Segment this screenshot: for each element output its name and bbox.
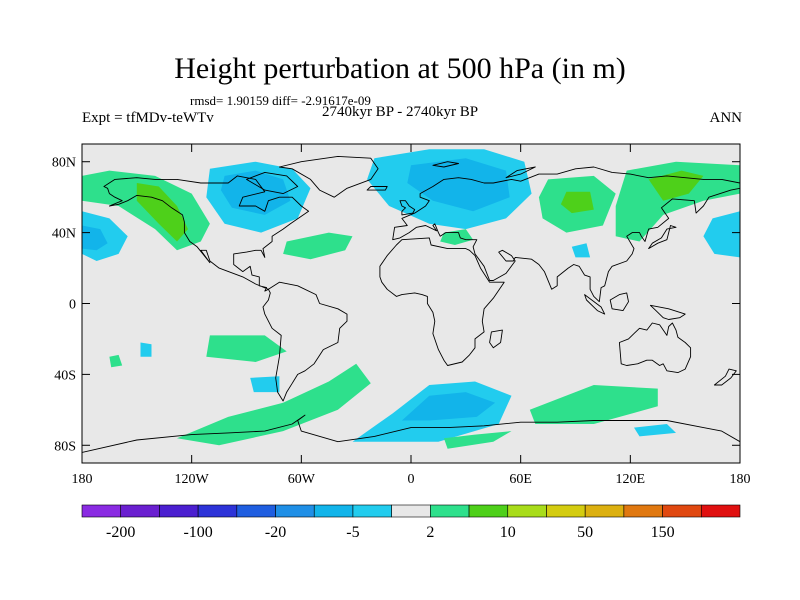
lon-tick-label: 60E	[509, 472, 532, 487]
colorbar: -200 -100 -20 -5 2 10 50 150	[81, 504, 741, 541]
anomaly-region-canada-negative-core	[220, 170, 291, 215]
colorbar-swatch	[623, 504, 663, 518]
coastline-uk	[399, 200, 416, 216]
anomaly-region-n-atlantic-positive	[283, 232, 353, 260]
coastline-baffin	[246, 171, 299, 195]
coastline-greenland	[278, 155, 379, 198]
anomaly-region-s-pacific-small-negative	[140, 342, 152, 357]
anomaly-region-alaska-positive-core	[136, 183, 188, 242]
colorbar-swatch	[313, 504, 354, 518]
lon-tick-label: 0	[408, 472, 415, 487]
anomaly-region-s-pacific-positive	[206, 335, 287, 362]
anomaly-region-ne-pacific-negative-core	[82, 225, 108, 251]
anomaly-region-med-positive	[440, 229, 474, 245]
lat-tick-label: 40N	[52, 227, 76, 242]
lon-tick-label: 120E	[616, 472, 646, 487]
anomaly-region-antarctic-positive	[443, 431, 512, 449]
stats-text: rmsd= 1.90159 diff= -2.91617e-09	[190, 93, 371, 108]
colorbar-label: -100	[183, 524, 212, 541]
colorbar-label: 2	[426, 524, 434, 541]
anomaly-region-s-indian-negative-core	[401, 392, 496, 421]
colorbar-swatch	[662, 504, 702, 518]
colorbar-swatch	[430, 504, 470, 518]
colorbar-swatch	[275, 504, 315, 518]
colorbar-swatch	[352, 504, 392, 518]
lat-tick-label: 80S	[54, 439, 76, 454]
anomaly-regions	[82, 149, 740, 449]
season-label: ANN	[709, 110, 743, 126]
coastline-japan	[648, 225, 677, 250]
colorbar-label: -5	[346, 524, 359, 541]
coastline-africa	[379, 237, 505, 366]
colorbar-swatch	[391, 504, 431, 518]
anomaly-region-s-america-negative	[250, 376, 280, 393]
colorbar-swatch	[700, 504, 741, 518]
coastline-madagascar	[489, 329, 503, 349]
experiment-label: Expt = tfMDv-teWTv	[82, 110, 214, 126]
colorbar-swatch	[468, 504, 509, 518]
lon-tick-label: 60W	[288, 472, 316, 487]
anomaly-region-eurasia-negative-core	[407, 158, 510, 212]
colorbar-swatch	[584, 504, 625, 518]
anomaly-region-tibet-negative	[571, 243, 591, 258]
coastline-iceland	[366, 186, 388, 191]
colorbar-label: -200	[106, 524, 135, 541]
colorbar-label: 10	[500, 524, 516, 541]
plot-title: Height perturbation at 500 hPa (in m)	[174, 52, 626, 85]
colorbar-label: 50	[577, 524, 593, 541]
anomaly-region-s-atlantic-positive	[177, 363, 371, 446]
lon-tick-label: 180	[730, 472, 751, 487]
coastline-eurasia	[392, 166, 740, 303]
map-axes: 80N 40N 0 40S 80S 180 120W 60W 0 60E 120E 180	[52, 144, 751, 487]
coastline-borneo	[609, 292, 629, 312]
period-label: 2740kyr BP - 2740kyr BP	[321, 104, 479, 120]
coastline-new-guinea	[649, 304, 686, 320]
anomaly-region-nw-pacific-negative	[703, 211, 740, 258]
lon-tick-label: 180	[72, 472, 93, 487]
colorbar-label: 150	[651, 524, 675, 541]
anomaly-region-s-pacific-small-positive	[109, 354, 123, 368]
coastline-antarctica	[82, 414, 740, 463]
colorbar-swatch	[507, 504, 547, 518]
lat-tick-label: 40S	[54, 368, 76, 383]
coastline-sumatra	[584, 294, 606, 315]
colorbar-swatch	[81, 504, 122, 518]
colorbar-swatch	[120, 504, 160, 518]
colorbar-label: -20	[265, 524, 286, 541]
lon-tick-label: 120W	[175, 472, 210, 487]
colorbar-swatch	[236, 504, 276, 518]
anomaly-region-s-pacific-far-negative	[634, 424, 676, 437]
coastline-new-zealand	[713, 368, 737, 386]
lat-tick-label: 0	[69, 298, 76, 313]
anomaly-region-e-asia-positive	[615, 161, 740, 242]
coastline-south-america	[262, 281, 348, 402]
colorbar-swatch	[159, 504, 199, 518]
colorbar-swatch	[197, 504, 238, 518]
anomaly-region-s-indian-positive	[529, 385, 658, 424]
colorbar-swatch	[546, 504, 586, 518]
coastlines	[82, 155, 740, 463]
coastline-north-america	[103, 175, 310, 292]
coastline-australia	[618, 322, 692, 374]
lat-tick-label: 80N	[52, 156, 76, 171]
anomaly-region-central-asia-core	[560, 191, 594, 214]
coastline-novaya-zemlya	[505, 166, 536, 179]
coastline-svalbard	[432, 161, 459, 168]
